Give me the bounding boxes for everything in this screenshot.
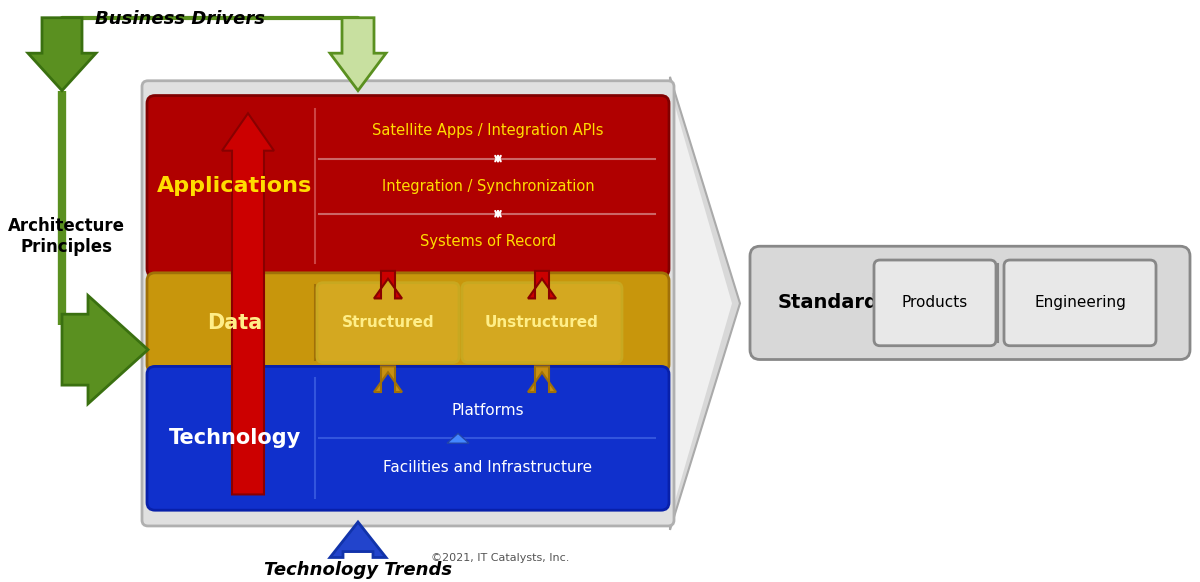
FancyBboxPatch shape [142,81,674,526]
Text: Architecture
Principles: Architecture Principles [8,217,125,255]
Text: Systems of Record: Systems of Record [420,234,556,249]
FancyBboxPatch shape [462,283,622,363]
Text: Technology Trends: Technology Trends [264,562,452,580]
Polygon shape [330,17,386,91]
Polygon shape [374,271,402,299]
Text: Products: Products [902,296,968,310]
FancyBboxPatch shape [874,260,996,346]
FancyBboxPatch shape [1004,260,1156,346]
Text: Platforms: Platforms [451,403,524,418]
Polygon shape [154,81,732,525]
FancyBboxPatch shape [750,246,1190,360]
Polygon shape [148,77,740,530]
Text: Business Drivers: Business Drivers [95,10,265,28]
Polygon shape [374,367,402,392]
Polygon shape [222,113,274,495]
Polygon shape [330,522,386,558]
Text: Satellite Apps / Integration APIs: Satellite Apps / Integration APIs [372,123,604,139]
Polygon shape [528,271,556,299]
Text: Engineering: Engineering [1034,296,1126,310]
Polygon shape [28,17,96,91]
Polygon shape [446,434,469,443]
Text: Structured: Structured [342,315,434,330]
Text: Data: Data [208,313,263,332]
Text: Unstructured: Unstructured [485,315,599,330]
FancyBboxPatch shape [148,367,670,510]
Text: Technology: Technology [169,428,301,448]
Polygon shape [528,367,556,392]
Polygon shape [62,296,148,404]
FancyBboxPatch shape [148,273,670,372]
Text: Applications: Applications [157,176,313,196]
Text: Integration / Synchronization: Integration / Synchronization [382,179,594,194]
FancyBboxPatch shape [148,95,670,277]
Text: Standards:: Standards: [778,293,898,313]
Text: Facilities and Infrastructure: Facilities and Infrastructure [384,460,593,475]
Text: ©2021, IT Catalysts, Inc.: ©2021, IT Catalysts, Inc. [431,553,569,563]
FancyBboxPatch shape [317,283,458,363]
